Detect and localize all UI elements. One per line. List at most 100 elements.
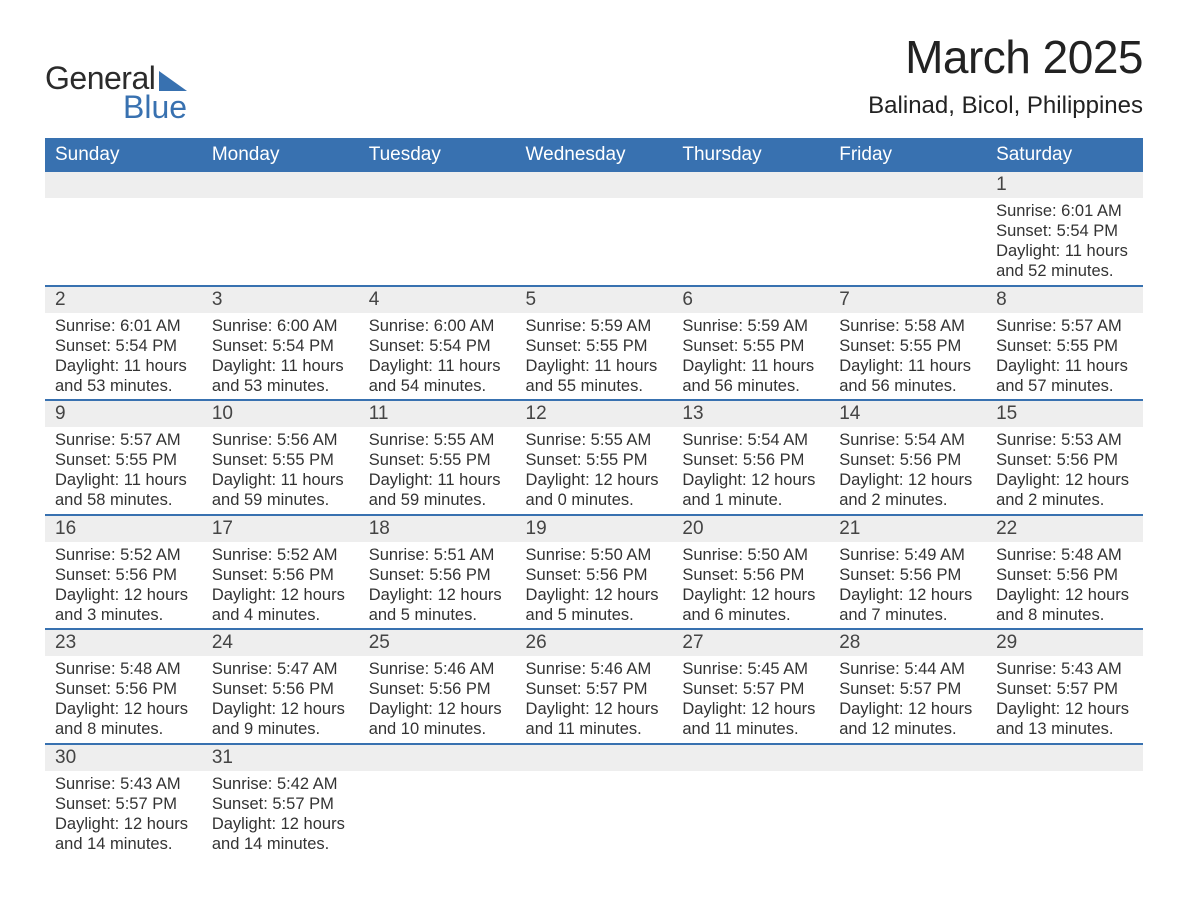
sunrise-text: Sunrise: 5:57 AM: [996, 316, 1135, 336]
day-content: Sunrise: 5:44 AMSunset: 5:57 PMDaylight:…: [829, 656, 986, 743]
title-block: March 2025 Balinad, Bicol, Philippines: [868, 30, 1143, 120]
sunrise-text: Sunrise: 5:46 AM: [526, 659, 665, 679]
daylight-text: Daylight: 11 hours and 56 minutes.: [682, 356, 821, 396]
day-number: [202, 172, 359, 198]
day-content: Sunrise: 5:46 AMSunset: 5:56 PMDaylight:…: [359, 656, 516, 743]
calendar-day-cell: 22Sunrise: 5:48 AMSunset: 5:56 PMDayligh…: [986, 515, 1143, 630]
day-content: Sunrise: 6:00 AMSunset: 5:54 PMDaylight:…: [359, 313, 516, 400]
day-content: Sunrise: 5:50 AMSunset: 5:56 PMDaylight:…: [516, 542, 673, 629]
daylight-text: Daylight: 11 hours and 57 minutes.: [996, 356, 1135, 396]
calendar-day-cell: [829, 744, 986, 858]
sunset-text: Sunset: 5:56 PM: [839, 450, 978, 470]
calendar-day-cell: 3Sunrise: 6:00 AMSunset: 5:54 PMDaylight…: [202, 286, 359, 401]
day-content: Sunrise: 5:47 AMSunset: 5:56 PMDaylight:…: [202, 656, 359, 743]
sunrise-text: Sunrise: 5:52 AM: [55, 545, 194, 565]
calendar-week-row: 30Sunrise: 5:43 AMSunset: 5:57 PMDayligh…: [45, 744, 1143, 858]
day-number: 11: [359, 401, 516, 427]
daylight-text: Daylight: 12 hours and 11 minutes.: [526, 699, 665, 739]
day-number: 9: [45, 401, 202, 427]
daylight-text: Daylight: 12 hours and 3 minutes.: [55, 585, 194, 625]
sunset-text: Sunset: 5:55 PM: [996, 336, 1135, 356]
sunrise-text: Sunrise: 5:55 AM: [526, 430, 665, 450]
day-content: Sunrise: 5:57 AMSunset: 5:55 PMDaylight:…: [45, 427, 202, 514]
day-number: 13: [672, 401, 829, 427]
calendar-day-cell: [359, 744, 516, 858]
day-number: 2: [45, 287, 202, 313]
calendar-day-cell: 16Sunrise: 5:52 AMSunset: 5:56 PMDayligh…: [45, 515, 202, 630]
day-number: 31: [202, 745, 359, 771]
day-content: Sunrise: 5:57 AMSunset: 5:55 PMDaylight:…: [986, 313, 1143, 400]
day-content: Sunrise: 5:43 AMSunset: 5:57 PMDaylight:…: [986, 656, 1143, 743]
daylight-text: Daylight: 12 hours and 1 minute.: [682, 470, 821, 510]
day-number: [516, 745, 673, 771]
sunset-text: Sunset: 5:55 PM: [55, 450, 194, 470]
daylight-text: Daylight: 11 hours and 55 minutes.: [526, 356, 665, 396]
day-number: 23: [45, 630, 202, 656]
daylight-text: Daylight: 11 hours and 59 minutes.: [212, 470, 351, 510]
sunset-text: Sunset: 5:55 PM: [526, 336, 665, 356]
calendar-day-cell: 7Sunrise: 5:58 AMSunset: 5:55 PMDaylight…: [829, 286, 986, 401]
day-number: 15: [986, 401, 1143, 427]
sunrise-text: Sunrise: 5:46 AM: [369, 659, 508, 679]
day-content: Sunrise: 5:46 AMSunset: 5:57 PMDaylight:…: [516, 656, 673, 743]
day-number: [986, 745, 1143, 771]
sunset-text: Sunset: 5:57 PM: [839, 679, 978, 699]
day-number: 30: [45, 745, 202, 771]
calendar-day-cell: 18Sunrise: 5:51 AMSunset: 5:56 PMDayligh…: [359, 515, 516, 630]
sunrise-text: Sunrise: 5:48 AM: [996, 545, 1135, 565]
daylight-text: Daylight: 12 hours and 14 minutes.: [212, 814, 351, 854]
day-number: 17: [202, 516, 359, 542]
daylight-text: Daylight: 12 hours and 2 minutes.: [839, 470, 978, 510]
calendar-day-cell: 28Sunrise: 5:44 AMSunset: 5:57 PMDayligh…: [829, 629, 986, 744]
day-number: [45, 172, 202, 198]
day-number: 1: [986, 172, 1143, 198]
daylight-text: Daylight: 11 hours and 53 minutes.: [212, 356, 351, 396]
weekday-header: Friday: [829, 138, 986, 172]
day-content: Sunrise: 5:53 AMSunset: 5:56 PMDaylight:…: [986, 427, 1143, 514]
sunset-text: Sunset: 5:55 PM: [839, 336, 978, 356]
calendar-day-cell: [516, 744, 673, 858]
calendar-day-cell: [359, 172, 516, 286]
sunrise-text: Sunrise: 5:55 AM: [369, 430, 508, 450]
sunrise-text: Sunrise: 5:59 AM: [682, 316, 821, 336]
sunset-text: Sunset: 5:55 PM: [526, 450, 665, 470]
weekday-header: Tuesday: [359, 138, 516, 172]
calendar-day-cell: 27Sunrise: 5:45 AMSunset: 5:57 PMDayligh…: [672, 629, 829, 744]
calendar-day-cell: 19Sunrise: 5:50 AMSunset: 5:56 PMDayligh…: [516, 515, 673, 630]
sunset-text: Sunset: 5:54 PM: [369, 336, 508, 356]
day-content: Sunrise: 5:59 AMSunset: 5:55 PMDaylight:…: [672, 313, 829, 400]
day-number: 14: [829, 401, 986, 427]
sunrise-text: Sunrise: 5:53 AM: [996, 430, 1135, 450]
day-number: 18: [359, 516, 516, 542]
day-number: 12: [516, 401, 673, 427]
day-number: 8: [986, 287, 1143, 313]
calendar-day-cell: 25Sunrise: 5:46 AMSunset: 5:56 PMDayligh…: [359, 629, 516, 744]
sunset-text: Sunset: 5:57 PM: [682, 679, 821, 699]
calendar-week-row: 23Sunrise: 5:48 AMSunset: 5:56 PMDayligh…: [45, 629, 1143, 744]
day-number: 27: [672, 630, 829, 656]
calendar-day-cell: 21Sunrise: 5:49 AMSunset: 5:56 PMDayligh…: [829, 515, 986, 630]
sunrise-text: Sunrise: 6:01 AM: [55, 316, 194, 336]
calendar-day-cell: 6Sunrise: 5:59 AMSunset: 5:55 PMDaylight…: [672, 286, 829, 401]
sunrise-text: Sunrise: 6:00 AM: [369, 316, 508, 336]
sunrise-text: Sunrise: 5:45 AM: [682, 659, 821, 679]
sunrise-text: Sunrise: 5:52 AM: [212, 545, 351, 565]
day-number: 4: [359, 287, 516, 313]
sunrise-text: Sunrise: 6:01 AM: [996, 201, 1135, 221]
day-content: Sunrise: 5:48 AMSunset: 5:56 PMDaylight:…: [986, 542, 1143, 629]
calendar-table: Sunday Monday Tuesday Wednesday Thursday…: [45, 138, 1143, 857]
day-content: Sunrise: 6:00 AMSunset: 5:54 PMDaylight:…: [202, 313, 359, 400]
sunset-text: Sunset: 5:56 PM: [212, 679, 351, 699]
day-number: [829, 745, 986, 771]
daylight-text: Daylight: 12 hours and 12 minutes.: [839, 699, 978, 739]
calendar-day-cell: 24Sunrise: 5:47 AMSunset: 5:56 PMDayligh…: [202, 629, 359, 744]
daylight-text: Daylight: 12 hours and 7 minutes.: [839, 585, 978, 625]
day-number: [516, 172, 673, 198]
sunrise-text: Sunrise: 5:49 AM: [839, 545, 978, 565]
day-content: Sunrise: 6:01 AMSunset: 5:54 PMDaylight:…: [986, 198, 1143, 285]
daylight-text: Daylight: 12 hours and 6 minutes.: [682, 585, 821, 625]
day-number: 10: [202, 401, 359, 427]
sunset-text: Sunset: 5:54 PM: [212, 336, 351, 356]
day-number: 29: [986, 630, 1143, 656]
calendar-day-cell: 23Sunrise: 5:48 AMSunset: 5:56 PMDayligh…: [45, 629, 202, 744]
